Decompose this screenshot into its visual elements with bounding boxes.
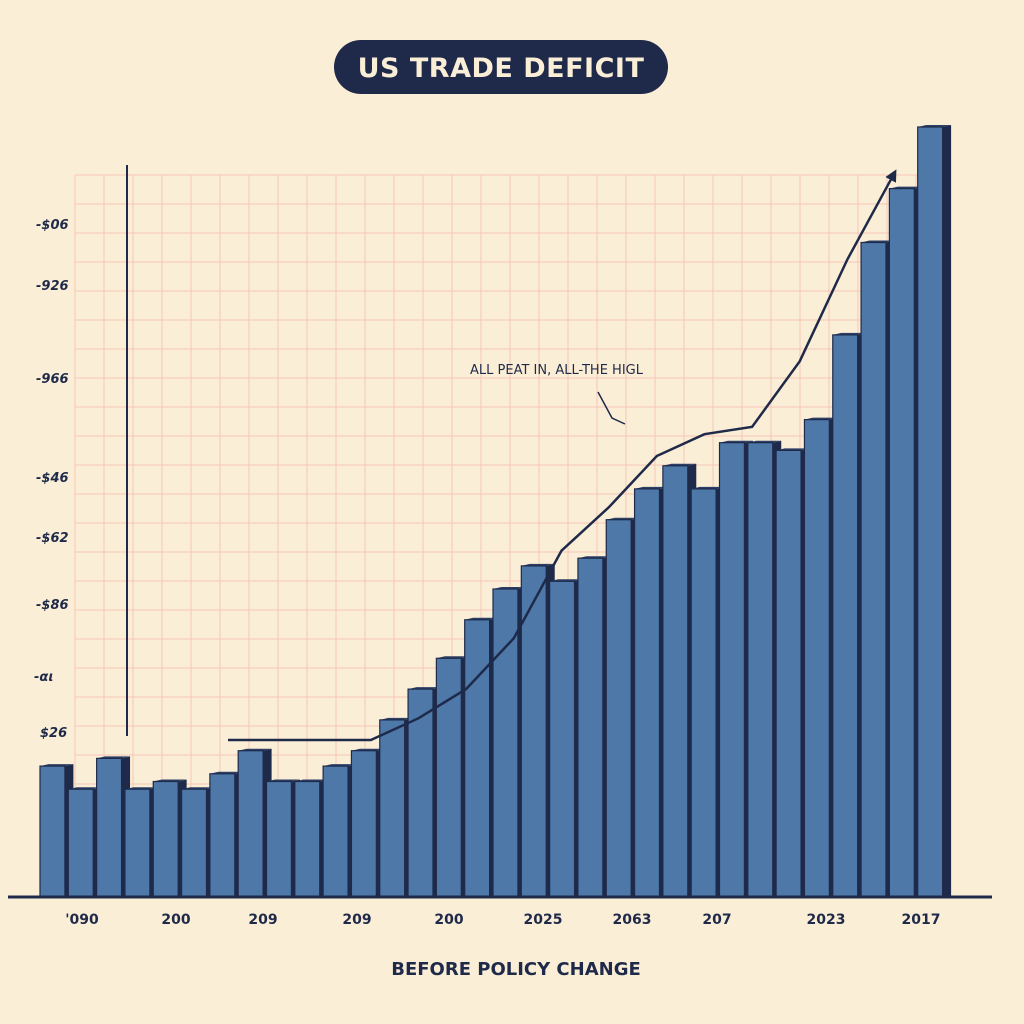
y-tick-label: -966: [36, 372, 69, 387]
bar-front: [350, 750, 377, 898]
x-axis: '090 200 209 209 200 2025 2063 207 2023 …: [65, 912, 940, 928]
x-axis-label: BEFORE POLICY CHANGE: [391, 959, 641, 980]
bar-front: [549, 580, 576, 898]
bars: [39, 125, 952, 898]
bar-front: [180, 788, 208, 898]
bar-front: [605, 519, 632, 898]
x-tick-label: 209: [248, 912, 277, 928]
bar-front: [39, 765, 66, 898]
bar: [917, 125, 952, 898]
bar-front: [124, 788, 151, 898]
bar-front: [633, 488, 661, 898]
bar-front: [832, 334, 859, 898]
y-tick-label: -926: [36, 279, 69, 294]
trend-line: [228, 169, 897, 742]
bar-front: [379, 719, 406, 898]
bar-front: [492, 588, 519, 898]
bar-front: [690, 488, 717, 898]
bar-front: [718, 442, 746, 898]
bar-front: [152, 780, 179, 898]
bar-front: [803, 419, 830, 898]
x-tick-label: 2025: [524, 912, 563, 928]
bar-front: [237, 750, 264, 898]
bar-front: [294, 780, 321, 898]
annotation-text: ALL PEAT IN, ALL-THE HIGL: [470, 363, 644, 378]
title-badge: [334, 40, 668, 94]
y-tick-label: -$62: [36, 531, 69, 546]
bar-front: [860, 241, 887, 898]
x-tick-label: 209: [342, 912, 371, 928]
x-tick-label: 207: [702, 912, 731, 928]
x-tick-label: 2063: [613, 912, 652, 928]
x-tick-label: 2023: [807, 912, 846, 928]
bar-front: [888, 188, 915, 898]
x-tick-label: 200: [161, 912, 190, 928]
bar-front: [322, 765, 349, 898]
bar-front: [265, 780, 293, 898]
y-tick-label: -$46: [36, 471, 69, 486]
y-tick-label: $26: [40, 726, 67, 741]
y-tick-label: -αι: [34, 670, 53, 685]
x-tick-label: 200: [434, 912, 463, 928]
title-text: US TRADE DEFICIT: [358, 53, 645, 84]
y-tick-label: -$86: [36, 598, 69, 613]
bar-front: [464, 619, 491, 898]
bar-side: [942, 125, 952, 897]
y-axis: $26 -αι -$86 -$62 -$46 -966 -926 -$06: [34, 218, 69, 741]
bar-front: [209, 773, 236, 898]
x-tick-label: 2017: [902, 912, 941, 928]
chart-title: US TRADE DEFICIT: [334, 40, 668, 94]
bar-front: [520, 565, 547, 898]
x-tick-label: '090: [65, 912, 99, 928]
bar-front: [747, 442, 774, 898]
bar: [237, 748, 272, 898]
y-tick-label: -$06: [36, 218, 69, 233]
bar: [464, 617, 499, 898]
bar-front: [917, 126, 944, 898]
annotation-pointer: [597, 391, 626, 425]
bar-front: [662, 465, 689, 898]
bar-front: [775, 449, 802, 898]
bar-front: [577, 557, 604, 898]
bar-front: [96, 757, 123, 898]
bar-front: [67, 788, 94, 898]
